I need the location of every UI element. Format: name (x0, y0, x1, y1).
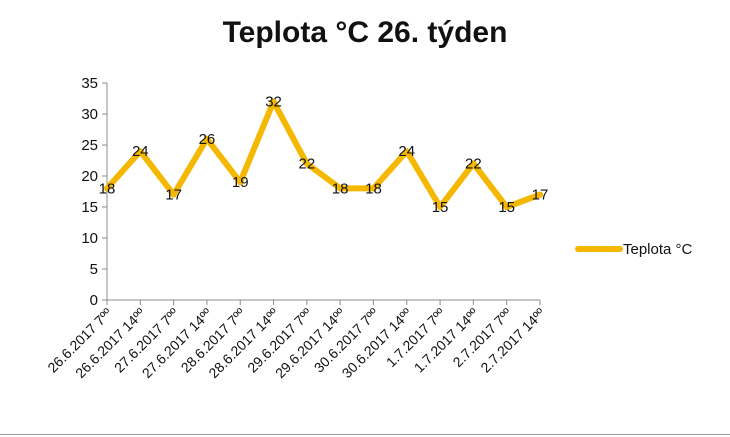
data-label: 24 (132, 143, 149, 160)
data-label: 19 (232, 174, 249, 191)
data-label: 18 (365, 180, 382, 197)
chart-axes (106, 83, 540, 301)
data-point (537, 191, 543, 198)
data-label: 32 (265, 94, 282, 111)
y-tick-label: 30 (81, 106, 98, 123)
data-point (137, 148, 144, 155)
data-point (470, 160, 477, 167)
frame-divider (0, 434, 730, 435)
y-tick-label: 10 (81, 230, 98, 247)
data-label: 26 (199, 131, 216, 148)
data-point (403, 148, 410, 155)
data-point (170, 191, 177, 198)
data-label: 22 (299, 156, 316, 173)
data-point (437, 204, 444, 210)
data-point (203, 135, 210, 142)
y-axis-ticks: 0 5 10 15 20 25 30 35 (81, 75, 107, 309)
data-labels: 18 24 17 26 19 32 22 18 18 24 15 22 15 17 (99, 94, 549, 216)
data-label: 17 (165, 187, 182, 204)
y-tick-label: 20 (81, 168, 98, 185)
legend: Teplota °C (575, 241, 693, 258)
data-point (303, 160, 310, 167)
y-tick-label: 35 (81, 75, 98, 92)
data-point (270, 98, 277, 105)
data-label: 22 (465, 156, 482, 173)
series-line-teplota (104, 98, 543, 210)
data-point (370, 185, 377, 192)
series-layer (104, 98, 543, 210)
chart-title: Teplota °C 26. týden (222, 16, 508, 49)
legend-label: Teplota °C (623, 241, 693, 258)
y-tick-label: 25 (81, 137, 98, 154)
data-point (104, 185, 110, 192)
data-label: 18 (332, 180, 349, 197)
y-tick-label: 15 (81, 199, 98, 216)
y-tick-label: 0 (90, 292, 98, 309)
data-point (503, 204, 510, 210)
data-label: 15 (432, 199, 449, 216)
data-point (337, 185, 344, 192)
data-label: 18 (99, 180, 116, 197)
y-tick-label: 5 (90, 261, 98, 278)
data-label: 24 (398, 143, 415, 160)
data-label: 17 (532, 187, 549, 204)
data-point (237, 179, 244, 186)
data-label: 15 (498, 199, 515, 216)
